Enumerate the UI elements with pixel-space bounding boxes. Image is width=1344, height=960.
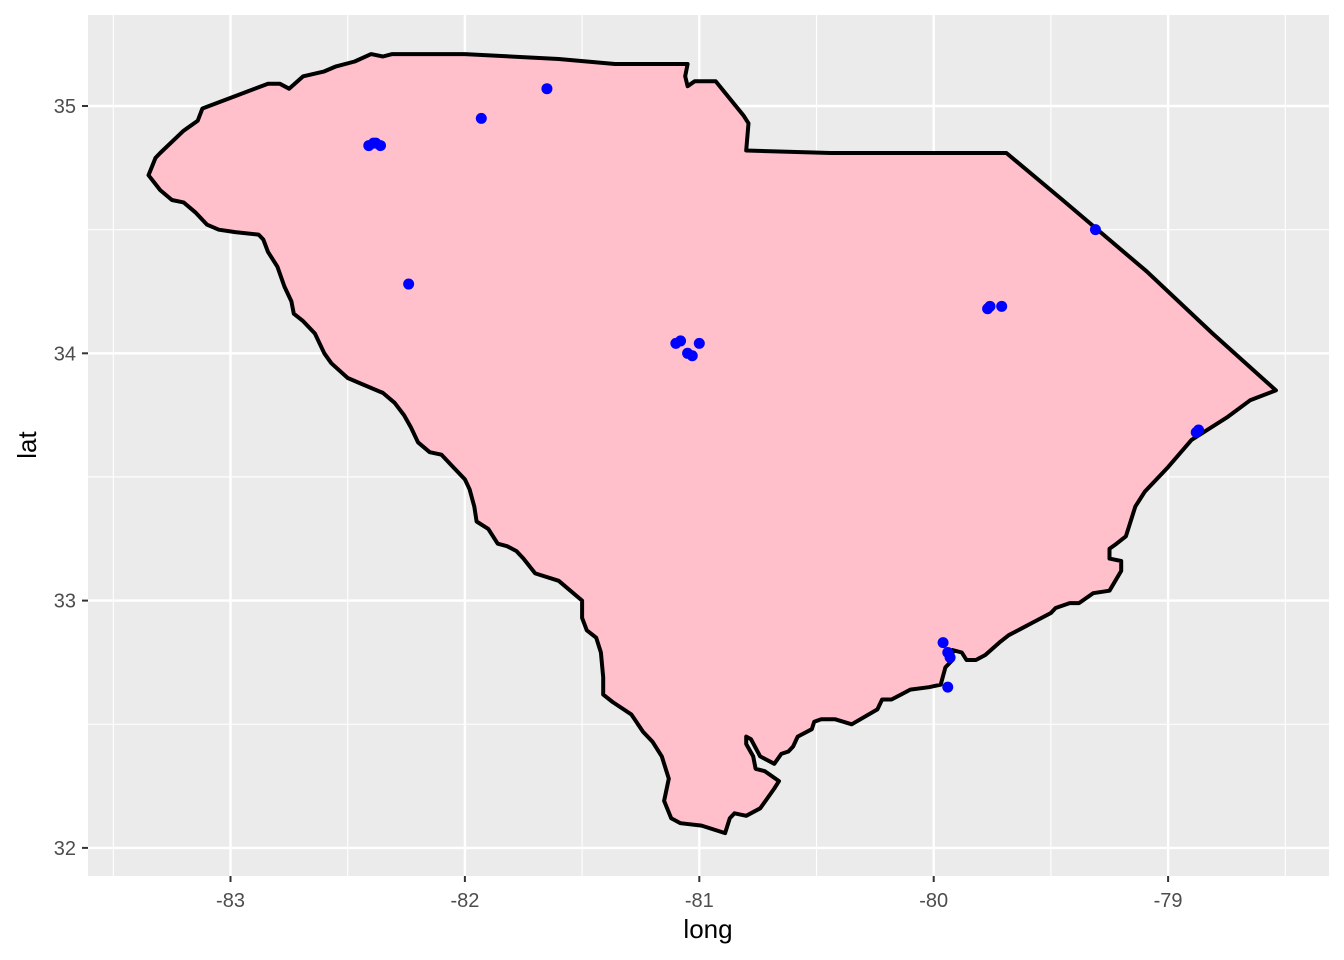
data-point bbox=[944, 651, 956, 663]
data-point bbox=[1193, 424, 1205, 436]
data-point bbox=[686, 350, 698, 362]
data-point bbox=[541, 83, 553, 95]
data-point bbox=[984, 300, 996, 312]
y-tick-label: 33 bbox=[54, 591, 76, 613]
x-tick-label: -80 bbox=[919, 890, 948, 912]
data-point bbox=[675, 335, 687, 347]
data-point bbox=[693, 337, 705, 349]
x-tick-label: -82 bbox=[450, 890, 479, 912]
data-point bbox=[370, 137, 382, 149]
x-tick-label: -83 bbox=[216, 890, 245, 912]
axis-ticks bbox=[82, 105, 1170, 882]
y-axis-title: lat bbox=[12, 430, 42, 458]
data-point bbox=[937, 637, 949, 649]
data-point bbox=[996, 300, 1008, 312]
data-point bbox=[403, 278, 415, 290]
x-axis-tick-labels: -83 -82 -81 -80 -79 bbox=[216, 890, 1183, 912]
data-point bbox=[942, 681, 954, 693]
y-axis-tick-labels: 32 33 34 35 bbox=[54, 96, 76, 860]
data-point bbox=[1089, 224, 1101, 236]
data-points bbox=[363, 83, 1205, 693]
x-axis-title: long bbox=[683, 914, 732, 944]
y-tick-label: 32 bbox=[54, 838, 76, 860]
x-tick-label: -81 bbox=[685, 890, 714, 912]
y-tick-label: 35 bbox=[54, 96, 76, 118]
y-tick-label: 34 bbox=[54, 343, 76, 365]
x-tick-label: -79 bbox=[1154, 890, 1183, 912]
state-outline bbox=[146, 52, 1278, 836]
data-point bbox=[475, 112, 487, 124]
